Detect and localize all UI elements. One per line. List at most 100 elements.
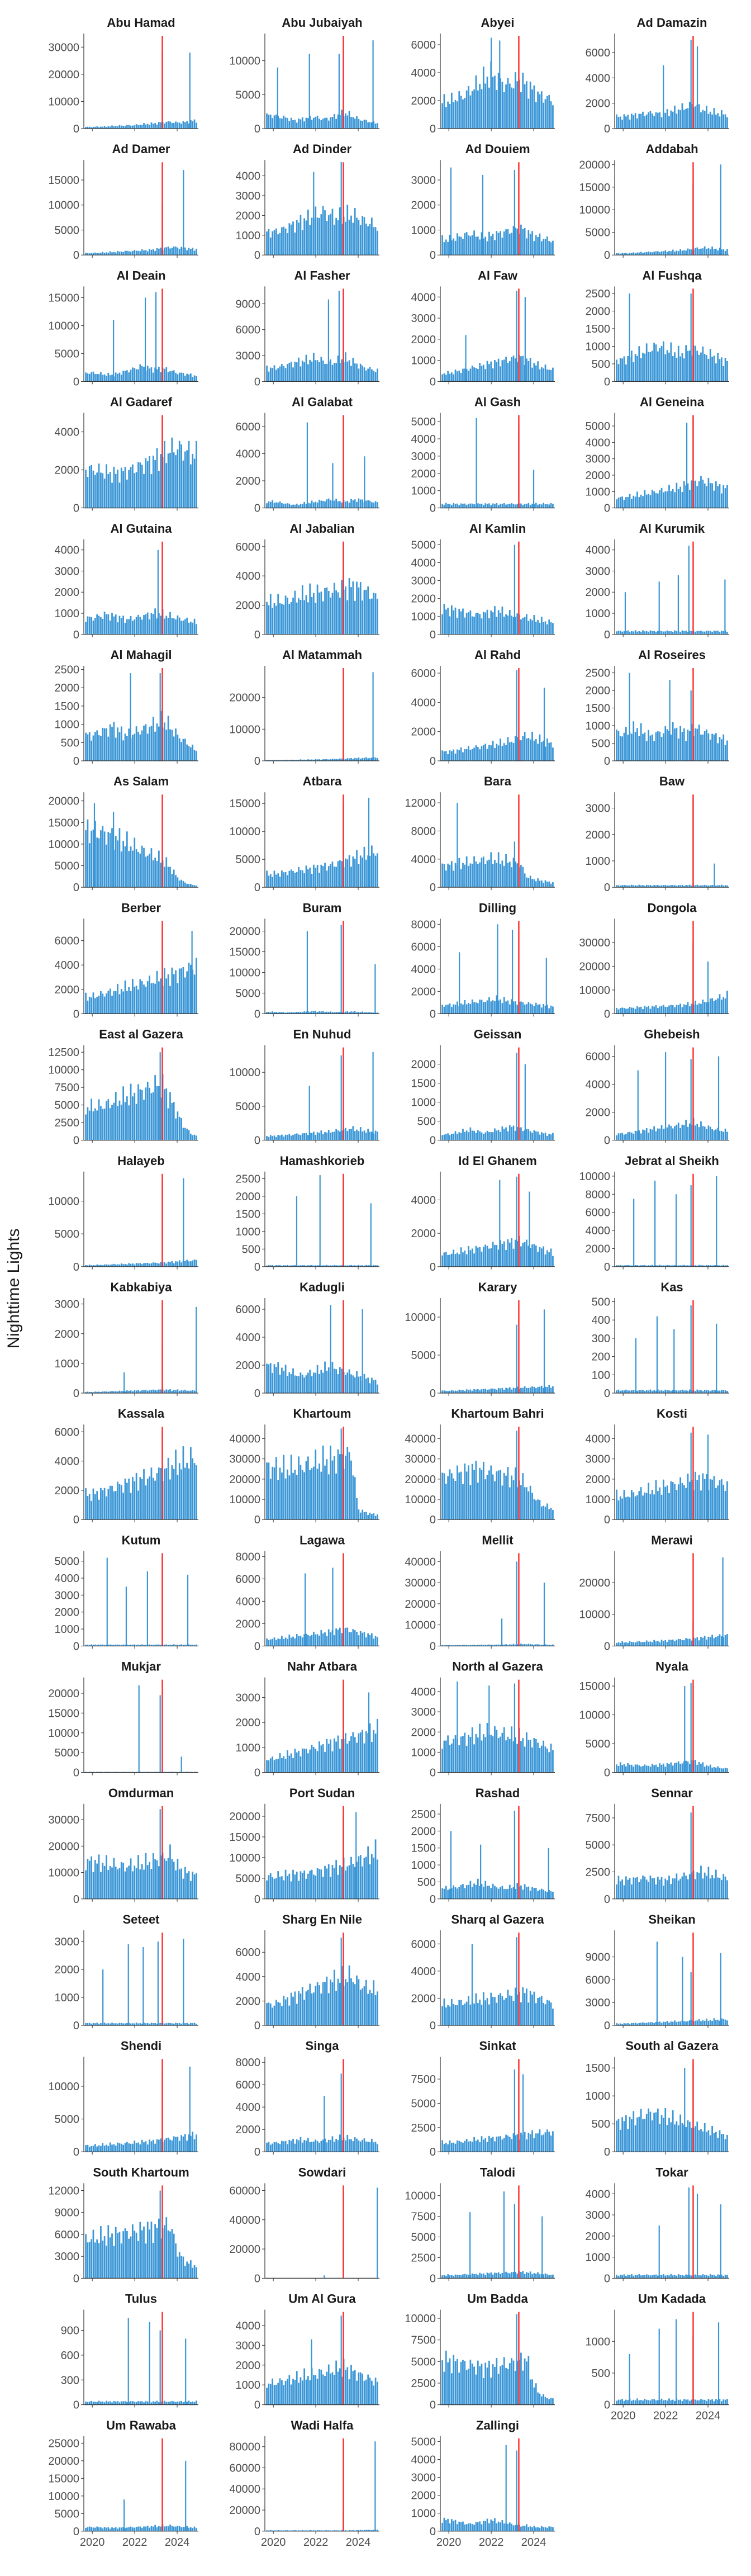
bar <box>649 885 652 888</box>
bar <box>132 1096 134 1140</box>
bar <box>367 855 369 888</box>
bar <box>473 856 475 888</box>
bar <box>707 358 710 382</box>
y-tick-label: 2000 <box>55 1964 80 1976</box>
bar <box>279 1374 281 1393</box>
bar <box>269 1265 272 1267</box>
bar <box>672 249 674 255</box>
bar <box>625 1134 627 1140</box>
bar <box>627 1132 629 1140</box>
bar <box>648 1882 649 1899</box>
bar <box>273 1012 275 1014</box>
bar <box>158 1086 160 1140</box>
bar <box>335 363 338 382</box>
bar <box>540 617 543 634</box>
bar <box>287 233 288 255</box>
bar <box>711 998 713 1014</box>
bar <box>359 363 362 382</box>
bar <box>109 1265 111 1267</box>
bar <box>529 505 531 508</box>
bar <box>341 759 343 761</box>
bar <box>184 1467 186 1520</box>
bar <box>672 885 674 888</box>
bar <box>481 232 483 255</box>
bar <box>296 1011 298 1014</box>
bar <box>687 1002 689 1014</box>
bar <box>621 1641 623 1646</box>
bar <box>450 751 453 761</box>
y-tick-label: 1000 <box>55 1358 80 1370</box>
bar <box>283 115 285 129</box>
bar <box>374 1379 377 1393</box>
bar <box>634 253 636 255</box>
bar <box>468 1132 469 1140</box>
bar <box>156 861 158 888</box>
bar <box>546 624 548 634</box>
bar <box>327 591 330 634</box>
bar <box>143 1645 145 1646</box>
bar <box>369 599 371 634</box>
bar <box>103 374 106 382</box>
bar <box>311 1468 313 1520</box>
bar <box>640 1642 642 1646</box>
bar <box>642 352 644 382</box>
bar <box>275 502 277 508</box>
bar <box>287 1376 288 1393</box>
y-tick-label: 1000 <box>55 1623 80 1636</box>
bar <box>660 1390 663 1393</box>
bar <box>666 885 668 888</box>
y-tick-label: 5000 <box>236 1873 261 1885</box>
bar <box>724 114 726 129</box>
bar-series <box>266 1305 378 1393</box>
bar <box>275 1137 277 1140</box>
bar <box>655 112 657 129</box>
bar <box>490 1888 492 1899</box>
bar <box>642 1265 644 1267</box>
bar <box>475 1002 477 1014</box>
bar <box>457 101 458 129</box>
bar <box>677 1880 679 1899</box>
bar <box>134 733 136 761</box>
bar <box>180 1118 182 1140</box>
bar <box>486 77 488 129</box>
bar <box>676 1762 678 1773</box>
bar <box>543 1246 545 1267</box>
bar <box>354 1737 356 1773</box>
bar <box>85 1114 87 1140</box>
bar <box>651 1489 653 1520</box>
bar <box>182 967 184 1014</box>
bar <box>96 126 98 129</box>
y-tick-label: 10000 <box>579 1171 610 1183</box>
bar <box>352 357 354 382</box>
bar <box>531 1004 533 1014</box>
bar <box>500 613 501 634</box>
bar <box>122 1493 125 1520</box>
bar <box>309 1636 311 1646</box>
bar <box>633 495 635 508</box>
bar <box>100 1106 102 1140</box>
bar <box>85 2023 87 2025</box>
bar <box>500 1388 501 1393</box>
bar <box>453 1885 455 1899</box>
bar <box>87 2023 89 2025</box>
bar <box>275 1640 277 1646</box>
bar <box>292 1012 294 1014</box>
panel-title: Al Mahagil <box>110 648 172 662</box>
bar <box>354 499 356 508</box>
bar <box>507 737 509 761</box>
bar <box>688 1265 691 1267</box>
bar <box>711 1875 713 1899</box>
bar <box>695 1879 696 1899</box>
bar <box>443 373 445 382</box>
bar <box>103 1391 106 1393</box>
bar <box>539 1247 541 1267</box>
bar <box>85 253 87 255</box>
bar <box>469 1127 472 1140</box>
bar <box>309 1470 311 1520</box>
bar <box>359 1631 362 1646</box>
bar <box>193 1259 196 1267</box>
bar-peak <box>372 1052 374 1140</box>
y-tick-label: 20000 <box>229 692 260 704</box>
